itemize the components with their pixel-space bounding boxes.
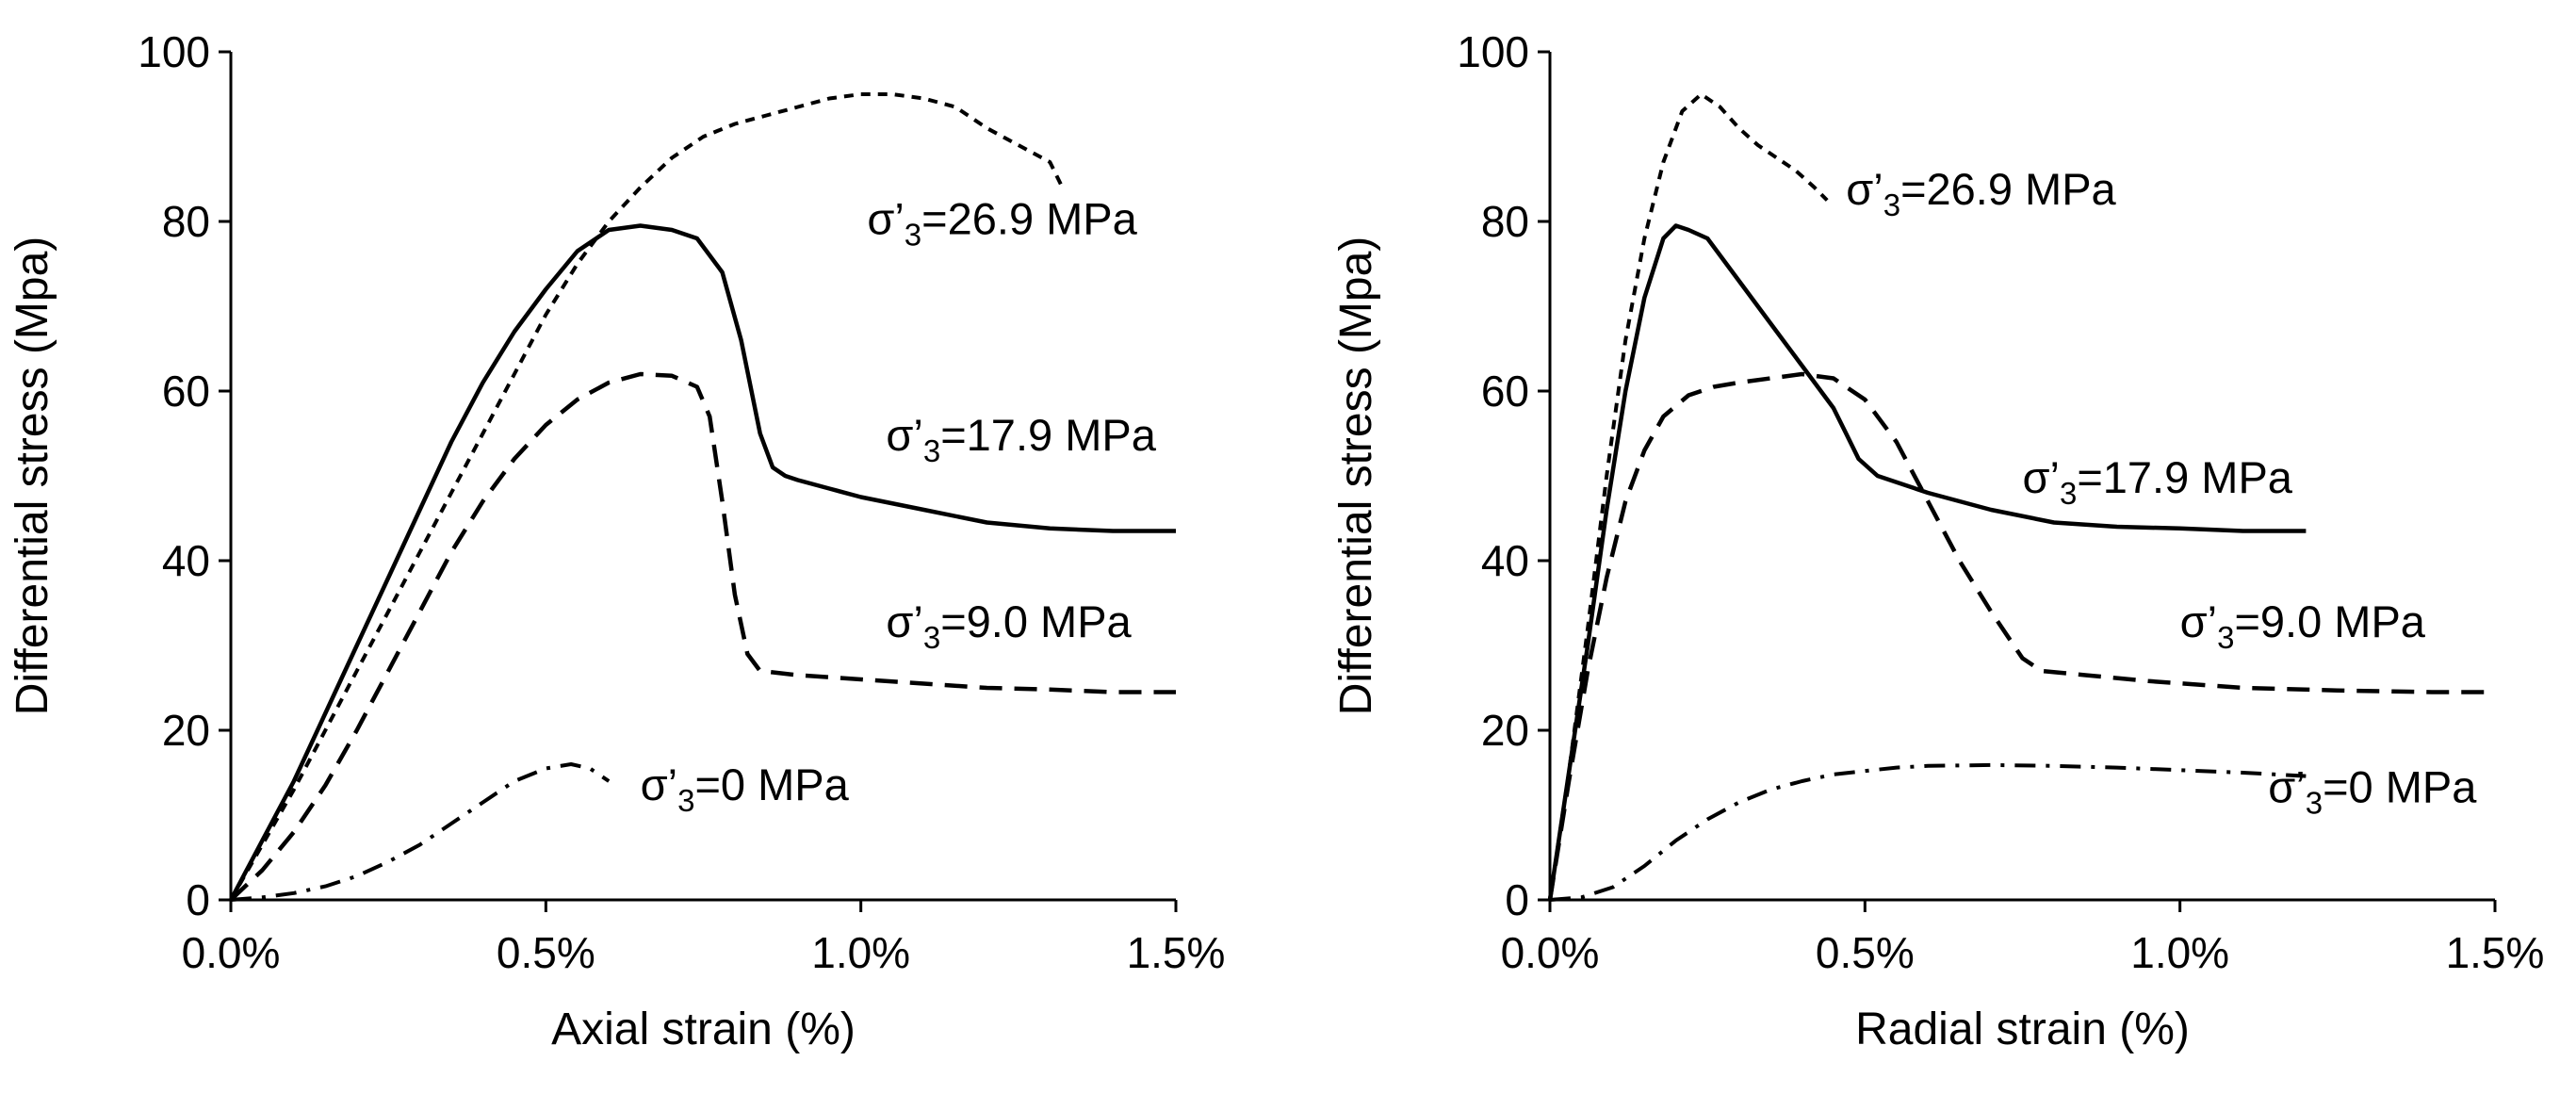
y-tick-label: 20 [1481,706,1529,755]
x-tick-label: 1.0% [811,928,910,977]
y-tick-label: 60 [1481,367,1529,416]
series-annotation-axial-1: σ’3=26.9 MPa [867,194,1137,253]
x-tick-label: 1.5% [2446,928,2545,977]
x-tick-label: 0.5% [497,928,595,977]
series-annotation-axial-4: σ’3=0 MPa [641,759,850,818]
axial-strain-chart: 0 20 40 60 80 100 0.0% 0.5% 1.0% 1.5% Axial strain… [8,27,1225,1054]
series-line-axial-3 [229,371,1176,902]
x-axis-title: Radial strain (%) [1855,1004,2190,1054]
x-tick-label: 1.5% [1127,928,1226,977]
series-line-radial-3 [1547,371,2495,901]
y-axis-title: Differential stress (Mpa) [8,237,57,716]
series-annotation-radial-2: σ’3=17.9 MPa [2023,452,2293,511]
y-tick-label: 40 [162,536,210,585]
series-line-axial-2 [229,223,1176,902]
y-tick-label: 100 [1457,27,1529,76]
y-tick-label: 80 [1481,197,1529,246]
series-line-axial-1 [229,92,1065,901]
x-tick-label: 1.0% [2130,928,2229,977]
series-annotation-radial-3: σ’3=9.0 MPa [2180,596,2426,655]
series-line-axial-4 [230,762,611,902]
radial-strain-chart: 0 20 40 60 80 100 0.0% 0.5% 1.0% 1.5% Radial strai… [1331,27,2544,1054]
x-tick-label: 0.5% [1816,928,1915,977]
series-line-radial-1 [1548,92,1829,901]
y-tick-label: 40 [1481,536,1529,585]
y-tick-label: 20 [162,706,210,755]
x-axis-title: Axial strain (%) [551,1004,856,1054]
y-tick-label: 0 [186,875,210,924]
y-tick-label: 60 [162,367,210,416]
y-tick-label: 100 [138,27,210,76]
series-line-radial-2 [1547,223,2307,901]
series-annotation-radial-4: σ’3=0 MPa [2268,762,2477,821]
y-tick-label: 80 [162,197,210,246]
x-tick-label: 0.0% [1501,928,1600,977]
series-annotation-axial-3: σ’3=9.0 MPa [886,596,1132,655]
series-annotation-radial-1: σ’3=26.9 MPa [1846,164,2116,222]
x-tick-label: 0.0% [182,928,281,977]
series-line-radial-4 [1549,762,2307,902]
y-axis-title: Differential stress (Mpa) [1331,237,1381,716]
y-tick-label: 0 [1505,875,1529,924]
series-annotation-axial-2: σ’3=17.9 MPa [886,410,1156,468]
